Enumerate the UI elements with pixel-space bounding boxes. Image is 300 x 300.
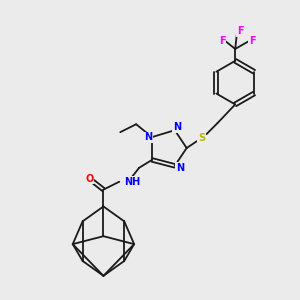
Text: F: F — [219, 36, 226, 46]
Text: S: S — [198, 133, 205, 143]
Text: NH: NH — [124, 177, 140, 187]
Text: O: O — [85, 174, 94, 184]
Text: F: F — [249, 36, 255, 46]
Text: N: N — [173, 122, 181, 132]
Text: F: F — [237, 26, 244, 36]
Text: N: N — [144, 132, 152, 142]
Text: N: N — [176, 163, 184, 173]
